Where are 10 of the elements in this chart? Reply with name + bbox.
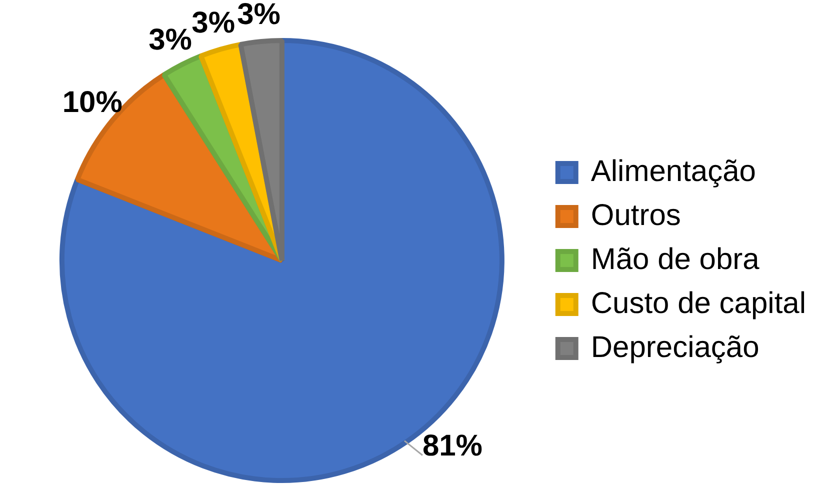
data-label: 81% [422,430,482,463]
data-label: 10% [62,86,122,119]
data-label: 3% [192,6,235,40]
legend-label: Alimentação [590,154,756,188]
legend-label: Depreciação [590,330,760,364]
legend-label: Outros [590,198,681,232]
legend-label: Custo de capital [590,286,806,320]
legend-label: Mão de obra [590,242,760,276]
data-label: 3% [148,24,192,57]
data-label: 3% [237,0,280,31]
